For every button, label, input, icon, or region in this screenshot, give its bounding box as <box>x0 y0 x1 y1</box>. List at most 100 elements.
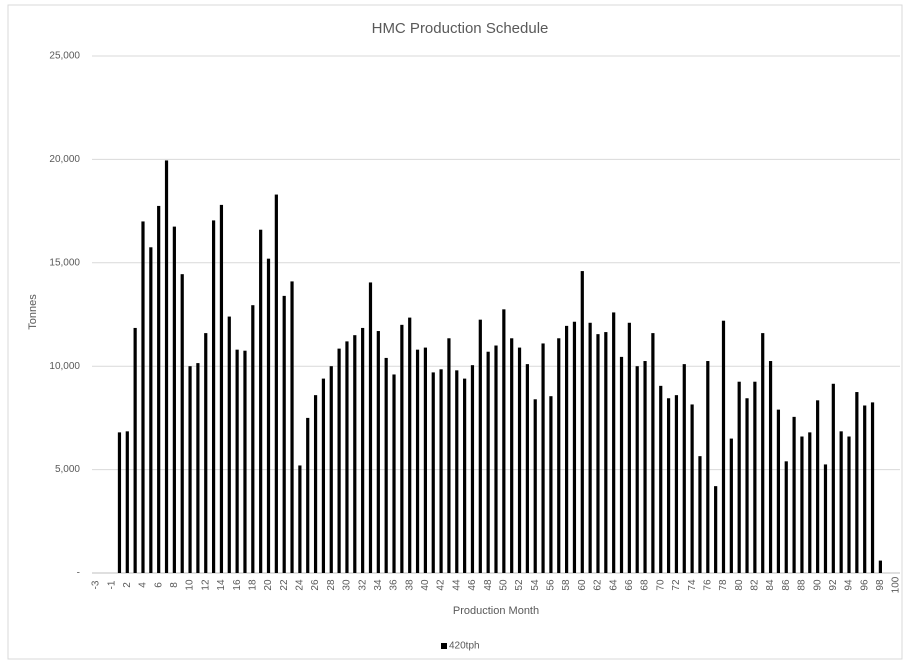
bar <box>211 220 216 573</box>
x-tick-label: 10 <box>185 579 196 591</box>
x-tick-label: 32 <box>357 579 368 591</box>
bar <box>619 356 624 573</box>
bar <box>604 332 608 573</box>
bar <box>478 319 482 573</box>
bar <box>164 160 169 573</box>
x-tick-label: 30 <box>342 579 353 591</box>
bar <box>251 305 255 573</box>
legend-label: 420tph <box>449 641 480 652</box>
x-tick-label: 46 <box>467 579 478 591</box>
bar <box>290 281 294 573</box>
x-tick-label: 26 <box>310 579 321 591</box>
chart-border <box>7 4 903 660</box>
bar <box>659 385 663 573</box>
bar <box>698 456 702 573</box>
bar <box>612 312 616 573</box>
bar <box>392 374 396 573</box>
bar <box>470 365 475 573</box>
x-tick-label: 40 <box>420 579 431 591</box>
x-tick-label: 48 <box>483 579 494 591</box>
x-axis-title: Production Month <box>453 605 539 617</box>
x-tick-label: 78 <box>718 579 729 591</box>
bar <box>196 363 200 573</box>
bar <box>259 229 263 573</box>
bar <box>313 395 318 573</box>
x-tick-label: 82 <box>750 579 761 591</box>
bar <box>408 317 412 573</box>
bar <box>517 347 522 573</box>
bar <box>784 461 788 573</box>
bar <box>737 381 741 573</box>
x-tick-label: 66 <box>624 579 635 591</box>
bar <box>823 464 828 573</box>
bar <box>157 205 161 573</box>
x-tick-label: 52 <box>514 579 525 591</box>
x-tick-label: 64 <box>608 579 619 591</box>
x-tick-label: 14 <box>216 579 227 591</box>
chart-title: HMC Production Schedule <box>372 20 549 37</box>
x-tick-label: 38 <box>404 579 415 591</box>
x-tick-label: 8 <box>169 582 180 588</box>
x-tick-label: 20 <box>263 579 274 591</box>
bar <box>635 366 639 573</box>
bar <box>298 465 302 573</box>
x-tick-label: 2 <box>122 582 133 588</box>
x-tick-label: 94 <box>844 579 855 591</box>
x-tick-label: 44 <box>451 579 462 591</box>
x-tick-label: 80 <box>734 579 745 591</box>
x-tick-label: 22 <box>279 579 290 591</box>
y-tick-label: - <box>77 568 80 579</box>
bar <box>863 405 867 573</box>
x-tick-label: 76 <box>702 579 713 591</box>
x-tick-label: 12 <box>200 579 211 591</box>
bar <box>525 364 529 573</box>
x-tick-label: -1 <box>106 580 117 589</box>
bar <box>243 350 247 573</box>
bar <box>235 349 239 573</box>
x-tick-label: 100 <box>891 576 902 593</box>
y-tick-label: 10,000 <box>49 361 80 372</box>
x-tick-label: 86 <box>781 579 792 591</box>
y-tick-label: 25,000 <box>49 51 80 62</box>
bar <box>337 348 341 573</box>
bar <box>439 369 443 573</box>
y-tick-label: 5,000 <box>55 464 80 475</box>
bar <box>463 378 467 573</box>
bar <box>510 338 514 573</box>
bar <box>588 322 592 573</box>
x-tick-label: 58 <box>561 579 572 591</box>
bar <box>839 431 843 573</box>
bar <box>180 274 184 573</box>
bar <box>533 399 537 573</box>
bar <box>384 357 388 573</box>
bar <box>361 327 365 573</box>
bar <box>666 398 671 573</box>
bar <box>776 409 781 573</box>
bar <box>808 432 812 573</box>
x-tick-label: 60 <box>577 579 588 591</box>
bar <box>847 436 851 573</box>
bar <box>125 431 129 573</box>
x-tick-label: 90 <box>812 579 823 591</box>
x-tick-label: 34 <box>373 579 384 591</box>
bar <box>117 432 122 573</box>
x-tick-label: 74 <box>687 579 698 591</box>
bar <box>651 333 655 573</box>
x-tick-label: 88 <box>797 579 808 591</box>
bar <box>219 204 224 573</box>
x-tick-label: 62 <box>593 579 604 591</box>
bar <box>878 560 882 573</box>
bar <box>494 345 498 573</box>
bar <box>541 343 545 573</box>
x-tick-label: 6 <box>153 582 164 588</box>
x-tick-label: 24 <box>295 579 306 591</box>
x-tick-label: 56 <box>546 579 557 591</box>
bar <box>682 364 686 573</box>
bar <box>368 282 373 573</box>
x-tick-label: 84 <box>765 579 776 591</box>
x-tick-label: 28 <box>326 579 337 591</box>
bar <box>353 335 357 573</box>
x-tick-label: 68 <box>640 579 651 591</box>
bar <box>415 349 420 573</box>
